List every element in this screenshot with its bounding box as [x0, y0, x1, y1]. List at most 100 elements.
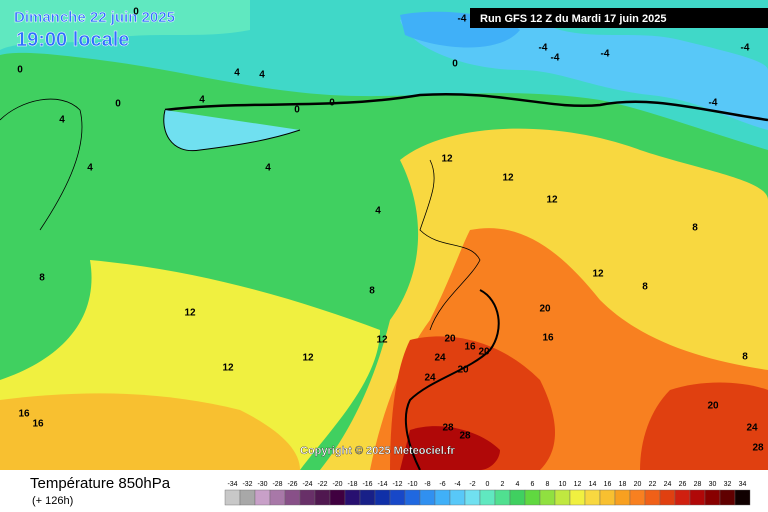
legend-label: 22: [649, 481, 657, 488]
contour-label: 0: [133, 7, 139, 18]
contour-label: -4: [601, 49, 610, 60]
legend-label: -34: [227, 481, 237, 488]
legend-swatch: [584, 489, 601, 506]
legend-swatch: [509, 489, 526, 506]
cold-region-nw: [0, 0, 250, 50]
contour-label: -4: [539, 43, 548, 54]
legend-swatch: [359, 489, 376, 506]
contour-label: 4: [87, 163, 93, 174]
legend-label: 32: [724, 481, 732, 488]
legend-swatch: [524, 489, 541, 506]
legend-label: 18: [619, 481, 627, 488]
contour-label: 8: [39, 273, 45, 284]
legend-swatch: [239, 489, 256, 506]
legend-label: -2: [469, 481, 475, 488]
contour-label: 4: [265, 163, 271, 174]
legend-label: 34: [739, 481, 747, 488]
contour-label: 24: [434, 353, 446, 364]
legend-label: -6: [439, 481, 445, 488]
contour-label: 28: [752, 443, 764, 454]
contour-label: 20: [707, 401, 719, 412]
legend-label: -10: [407, 481, 417, 488]
legend-label: -4: [454, 481, 460, 488]
contour-label: 12: [222, 363, 234, 374]
contour-label: -4: [458, 14, 467, 25]
legend-swatch: [659, 489, 676, 506]
contour-label: 16: [18, 409, 30, 420]
legend-label: 4: [516, 481, 520, 488]
legend-swatch: [689, 489, 706, 506]
contour-label: 12: [546, 195, 558, 206]
footer-title: Température 850hPa: [30, 475, 171, 492]
contour-label: 12: [592, 269, 604, 280]
legend-label: 6: [531, 481, 535, 488]
legend: -34 -32 -30 -28 -26 -24 -22 -20 -18 -16 -14 -12 -10-…: [224, 481, 751, 506]
contour-label: 4: [59, 115, 65, 126]
legend-swatch: [254, 489, 271, 506]
legend-swatch: [449, 489, 466, 506]
hottest-region: [400, 426, 500, 470]
copyright: Copyright © 2025 Meteociel.fr: [300, 445, 456, 457]
contour-label: 12: [376, 335, 388, 346]
legend-swatch: [719, 489, 736, 506]
legend-label: -22: [317, 481, 327, 488]
contour-label: 0: [329, 98, 335, 109]
legend-swatch: [494, 489, 511, 506]
legend-label: 14: [589, 481, 597, 488]
legend-swatch: [329, 489, 346, 506]
legend-label: -32: [242, 481, 252, 488]
legend-label: 12: [574, 481, 582, 488]
contour-label: 0: [115, 99, 121, 110]
legend-label: -30: [257, 481, 267, 488]
legend-label: 10: [559, 481, 567, 488]
legend-swatch: [419, 489, 436, 506]
contour-label: 16: [464, 342, 476, 353]
legend-label: 20: [634, 481, 642, 488]
legend-label: -20: [332, 481, 342, 488]
contour-label: 20: [444, 334, 456, 345]
contour-label: 12: [502, 173, 514, 184]
contour-label: 4: [234, 68, 240, 79]
contour-label: 12: [302, 353, 314, 364]
legend-swatch: [269, 489, 286, 506]
legend-swatch: [554, 489, 571, 506]
footer-lead: (+ 126h): [32, 495, 73, 507]
isotherm-zero: [164, 92, 768, 122]
legend-label: 28: [694, 481, 702, 488]
hotter-region-e: [640, 382, 768, 470]
legend-swatch: [614, 489, 631, 506]
contour-label: -4: [709, 98, 718, 109]
legend-label: -14: [377, 481, 387, 488]
contour-label: 4: [199, 95, 205, 106]
legend-swatch: [434, 489, 451, 506]
contour-label: 28: [459, 431, 471, 442]
legend-label: -16: [362, 481, 372, 488]
legend-swatch: [464, 489, 481, 506]
legend-swatch: [644, 489, 661, 506]
legend-swatch: [404, 489, 421, 506]
contour-label: 12: [184, 308, 196, 319]
time: 19:00 locale: [16, 29, 129, 51]
coastline: [0, 98, 83, 231]
legend-swatch: [674, 489, 691, 506]
run-info: Run GFS 12 Z du Mardi 17 juin 2025: [480, 13, 666, 25]
contour-label: 16: [542, 333, 554, 344]
legend-label: -18: [347, 481, 357, 488]
legend-label: 24: [664, 481, 672, 488]
isotherm-twenty: [404, 289, 500, 471]
legend-label: -8: [424, 481, 430, 488]
contour-label: 8: [692, 223, 698, 234]
legend-swatch: [734, 489, 751, 506]
contour-label: 28: [442, 423, 454, 434]
contour-label: 8: [642, 282, 648, 293]
legend-label: 0: [486, 481, 490, 488]
legend-label: 2: [501, 481, 505, 488]
legend-label: 30: [709, 481, 717, 488]
legend-label: -12: [392, 481, 402, 488]
contour-label: 20: [539, 304, 551, 315]
contour-label: 20: [478, 347, 490, 358]
contour-label: 8: [742, 352, 748, 363]
legend-swatch: [539, 489, 556, 506]
contour-label: 8: [369, 286, 375, 297]
